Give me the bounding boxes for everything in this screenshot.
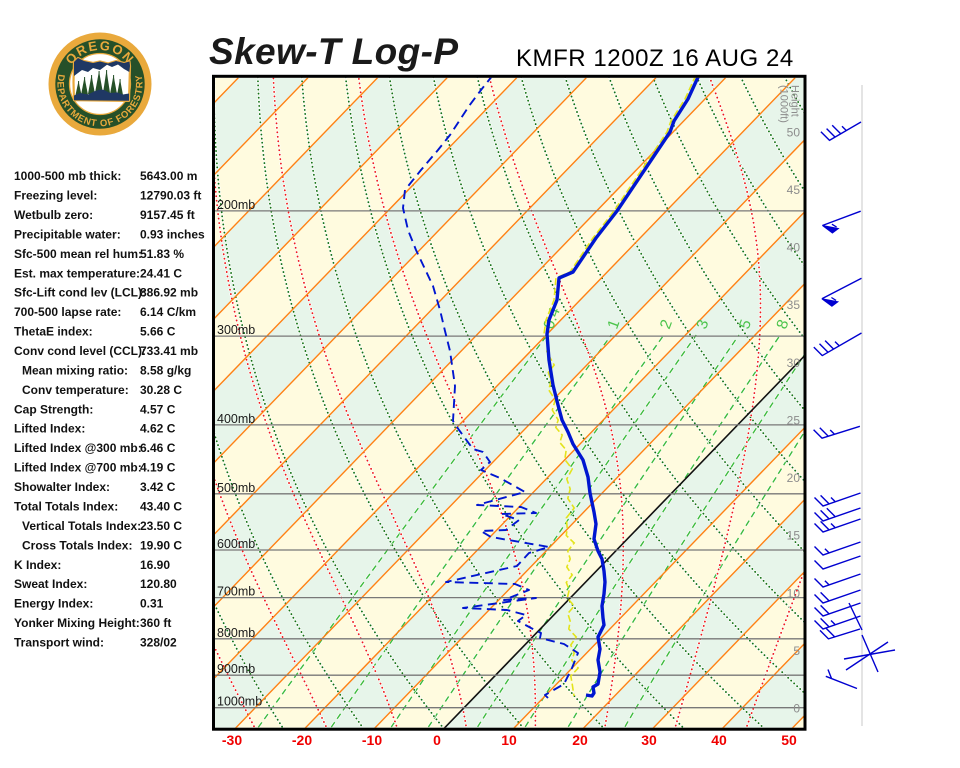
svg-text:600mb: 600mb [217, 537, 255, 551]
svg-text:Sfc-500 mean rel hum:: Sfc-500 mean rel hum: [14, 247, 142, 261]
svg-text:Est. max temperature:: Est. max temperature: [14, 266, 140, 280]
svg-text:51.83 %: 51.83 % [140, 247, 184, 261]
svg-text:Precipitable water:: Precipitable water: [14, 227, 121, 241]
svg-text:40: 40 [711, 732, 727, 748]
svg-text:-20: -20 [292, 732, 312, 748]
svg-text:50: 50 [781, 732, 797, 748]
svg-text:43.40 C: 43.40 C [140, 500, 182, 514]
svg-text:19.90 C: 19.90 C [140, 538, 182, 552]
svg-text:23.50 C: 23.50 C [140, 519, 182, 533]
svg-text:10: 10 [787, 586, 801, 600]
svg-text:Sweat Index:: Sweat Index: [14, 577, 87, 591]
svg-text:5643.00 m: 5643.00 m [140, 169, 197, 183]
svg-text:300mb: 300mb [217, 323, 255, 337]
svg-text:K Index:: K Index: [14, 558, 61, 572]
svg-text:-10: -10 [362, 732, 382, 748]
svg-text:700mb: 700mb [217, 585, 255, 599]
svg-text:Lifted Index @300 mb:: Lifted Index @300 mb: [14, 441, 142, 455]
svg-text:50: 50 [787, 125, 801, 139]
svg-text:4.19 C: 4.19 C [140, 461, 176, 475]
svg-text:Height: Height [789, 85, 801, 117]
svg-text:(1000ft): (1000ft) [778, 85, 790, 123]
svg-text:200mb: 200mb [217, 198, 255, 212]
svg-text:5: 5 [793, 644, 800, 658]
svg-text:Vertical Totals Index:: Vertical Totals Index: [22, 519, 141, 533]
svg-text:0.4: 0.4 [540, 305, 563, 331]
svg-text:Lifted Index:: Lifted Index: [14, 422, 85, 436]
svg-text:KMFR 1200Z 16 AUG 24: KMFR 1200Z 16 AUG 24 [516, 45, 794, 72]
svg-text:Mean mixing ratio:: Mean mixing ratio: [22, 363, 128, 377]
svg-text:Freezing level:: Freezing level: [14, 189, 97, 203]
svg-text:120.80: 120.80 [140, 577, 177, 591]
svg-text:0.93 inches: 0.93 inches [140, 227, 205, 241]
svg-text:3.42 C: 3.42 C [140, 480, 176, 494]
svg-text:360 ft: 360 ft [140, 616, 171, 630]
svg-text:328/02: 328/02 [140, 636, 177, 650]
svg-text:16.90: 16.90 [140, 558, 170, 572]
svg-text:Skew-T Log-P: Skew-T Log-P [209, 31, 458, 72]
svg-text:12790.03 ft: 12790.03 ft [140, 189, 201, 203]
svg-text:1000-500 mb thick:: 1000-500 mb thick: [14, 169, 121, 183]
svg-text:20: 20 [787, 471, 801, 485]
svg-text:30.28 C: 30.28 C [140, 383, 182, 397]
svg-text:30: 30 [787, 356, 801, 370]
svg-text:-30: -30 [222, 732, 242, 748]
svg-text:733.41 mb: 733.41 mb [140, 344, 198, 358]
svg-text:Energy Index:: Energy Index: [14, 597, 93, 611]
svg-text:Wetbulb zero:: Wetbulb zero: [14, 208, 93, 222]
svg-text:800mb: 800mb [217, 626, 255, 640]
svg-text:Sfc-Lift cond lev (LCL):: Sfc-Lift cond lev (LCL): [14, 286, 146, 300]
svg-text:Total Totals Index:: Total Totals Index: [14, 500, 118, 514]
svg-text:4.62 C: 4.62 C [140, 422, 176, 436]
svg-text:9157.45 ft: 9157.45 ft [140, 208, 195, 222]
svg-text:0: 0 [433, 732, 441, 748]
svg-text:24.41 C: 24.41 C [140, 266, 182, 280]
svg-text:Conv temperature:: Conv temperature: [22, 383, 129, 397]
svg-text:ThetaE index:: ThetaE index: [14, 325, 93, 339]
svg-text:400mb: 400mb [217, 412, 255, 426]
svg-text:Yonker Mixing Height:: Yonker Mixing Height: [14, 616, 140, 630]
svg-text:25: 25 [787, 414, 801, 428]
svg-text:500mb: 500mb [217, 481, 255, 495]
svg-text:Cap Strength:: Cap Strength: [14, 402, 93, 416]
svg-text:20: 20 [572, 732, 588, 748]
svg-text:Conv cond level (CCL):: Conv cond level (CCL): [14, 344, 146, 358]
svg-text:700-500 lapse rate:: 700-500 lapse rate: [14, 305, 121, 319]
svg-text:10: 10 [501, 732, 517, 748]
svg-text:35: 35 [787, 298, 801, 312]
svg-text:6.14 C/km: 6.14 C/km [140, 305, 196, 319]
svg-text:4.57 C: 4.57 C [140, 402, 176, 416]
svg-text:Showalter Index:: Showalter Index: [14, 480, 110, 494]
svg-text:Cross Totals Index:: Cross Totals Index: [22, 538, 132, 552]
svg-text:40: 40 [787, 241, 801, 255]
svg-text:886.92 mb: 886.92 mb [140, 286, 198, 300]
svg-text:1000mb: 1000mb [217, 695, 262, 709]
svg-text:5.66 C: 5.66 C [140, 325, 176, 339]
svg-text:0: 0 [793, 702, 800, 716]
svg-text:900mb: 900mb [217, 662, 255, 676]
svg-text:6.46 C: 6.46 C [140, 441, 176, 455]
svg-text:45: 45 [787, 183, 801, 197]
svg-text:Lifted Index @700 mb:: Lifted Index @700 mb: [14, 461, 142, 475]
svg-text:8.58 g/kg: 8.58 g/kg [140, 363, 191, 377]
svg-text:Transport wind:: Transport wind: [14, 636, 104, 650]
svg-text:30: 30 [641, 732, 657, 748]
svg-text:15: 15 [787, 529, 801, 543]
svg-text:0.31: 0.31 [140, 597, 164, 611]
